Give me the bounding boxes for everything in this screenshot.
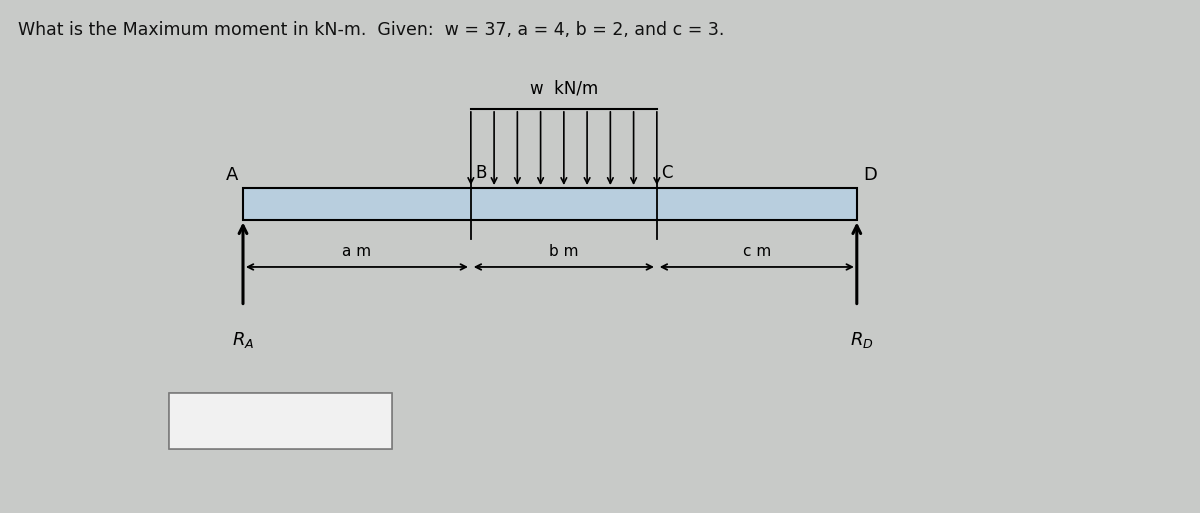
Text: $R_A$: $R_A$ [232,330,254,350]
Text: D: D [863,166,877,184]
Text: a m: a m [342,244,372,259]
Text: B: B [475,164,487,182]
Text: A: A [226,166,239,184]
Text: c m: c m [743,244,770,259]
Text: w  kN/m: w kN/m [529,79,598,97]
Bar [168,393,391,449]
Text: b m: b m [550,244,578,259]
Text: $R_D$: $R_D$ [850,330,874,350]
Text: What is the Maximum moment in kN-m.  Given:  w = 37, a = 4, b = 2, and c = 3.: What is the Maximum moment in kN-m. Give… [18,21,725,38]
Text: C: C [661,164,673,182]
Bar [242,188,857,220]
